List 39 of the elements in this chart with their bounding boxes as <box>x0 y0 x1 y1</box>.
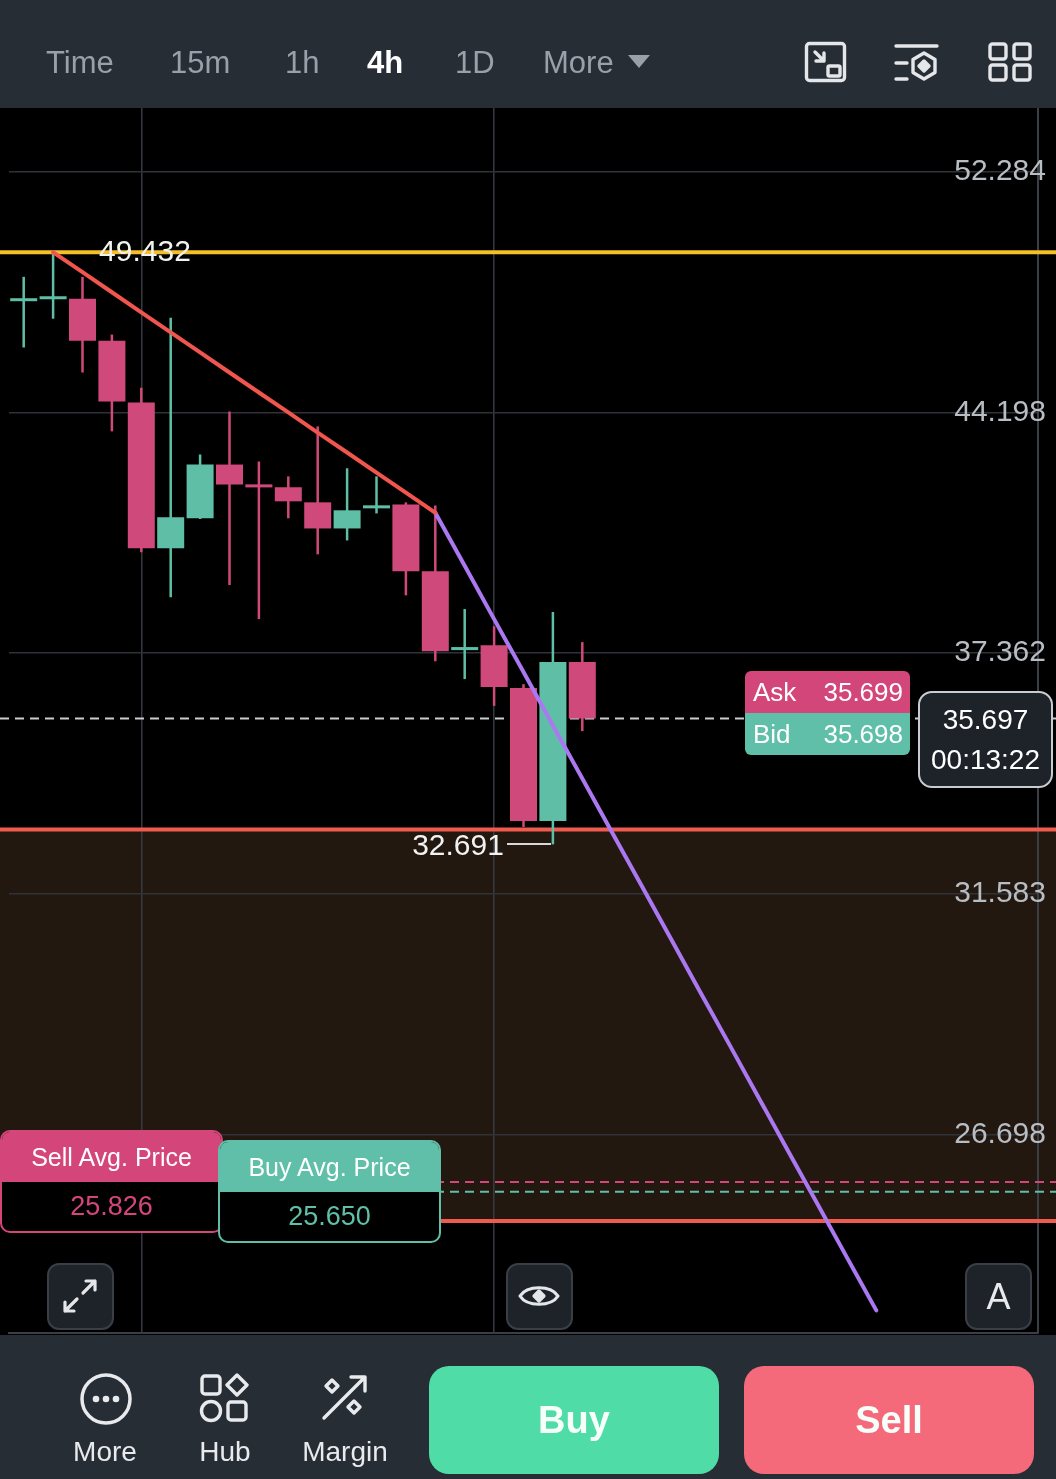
ask-tag: Ask 35.699 <box>745 671 910 714</box>
y-tick-label: 52.284 <box>954 153 1046 187</box>
text: More <box>543 44 614 82</box>
ref-line-label: Sell Avg. Price <box>2 1131 221 1182</box>
candlestick <box>10 276 38 348</box>
text: Margin <box>301 1435 389 1469</box>
text: Time <box>46 44 114 82</box>
label-tag: Sell Avg. Price 25.826 <box>0 1129 223 1233</box>
annotation: Bid <box>753 718 791 751</box>
annotation: 35.697 <box>941 703 1030 738</box>
candlestick <box>304 426 332 555</box>
label-tag: Buy Avg. Price 25.650 <box>218 1139 441 1243</box>
text: 1D <box>455 44 495 82</box>
annotation: 25.650 <box>287 1199 372 1233</box>
y-tick-label: 37.362 <box>954 634 1046 668</box>
candlestick <box>451 609 479 680</box>
ref-line-label: Buy Avg. Price <box>220 1141 439 1192</box>
text: 4h <box>367 44 404 82</box>
annotation: 25.826 <box>69 1189 154 1223</box>
y-tick-label: 31.583 <box>954 875 1046 908</box>
price-tag: 35.697 00:13:22 <box>918 691 1053 789</box>
y-tick-label: 44.198 <box>954 393 1046 427</box>
annotation: 32.691 <box>412 827 504 864</box>
buy-button: Buy <box>429 1366 719 1474</box>
annotation: 35.699 <box>823 676 903 709</box>
bid-tag: Bid 35.698 <box>745 713 910 756</box>
text: 15m <box>170 44 231 82</box>
text: Hub <box>198 1435 252 1469</box>
text: More <box>72 1435 138 1469</box>
candlestick <box>216 411 243 586</box>
y-tick-label: 26.698 <box>954 1115 1046 1149</box>
text: 1h <box>285 44 320 82</box>
sell-button: Sell <box>744 1366 1034 1474</box>
candlestick <box>363 476 390 514</box>
annotation: 00:13:22 <box>930 743 1041 778</box>
candlestick <box>157 317 185 598</box>
square-button: A <box>965 1263 1032 1330</box>
annotation: Ask <box>753 676 797 709</box>
annotation: 35.698 <box>823 718 903 751</box>
